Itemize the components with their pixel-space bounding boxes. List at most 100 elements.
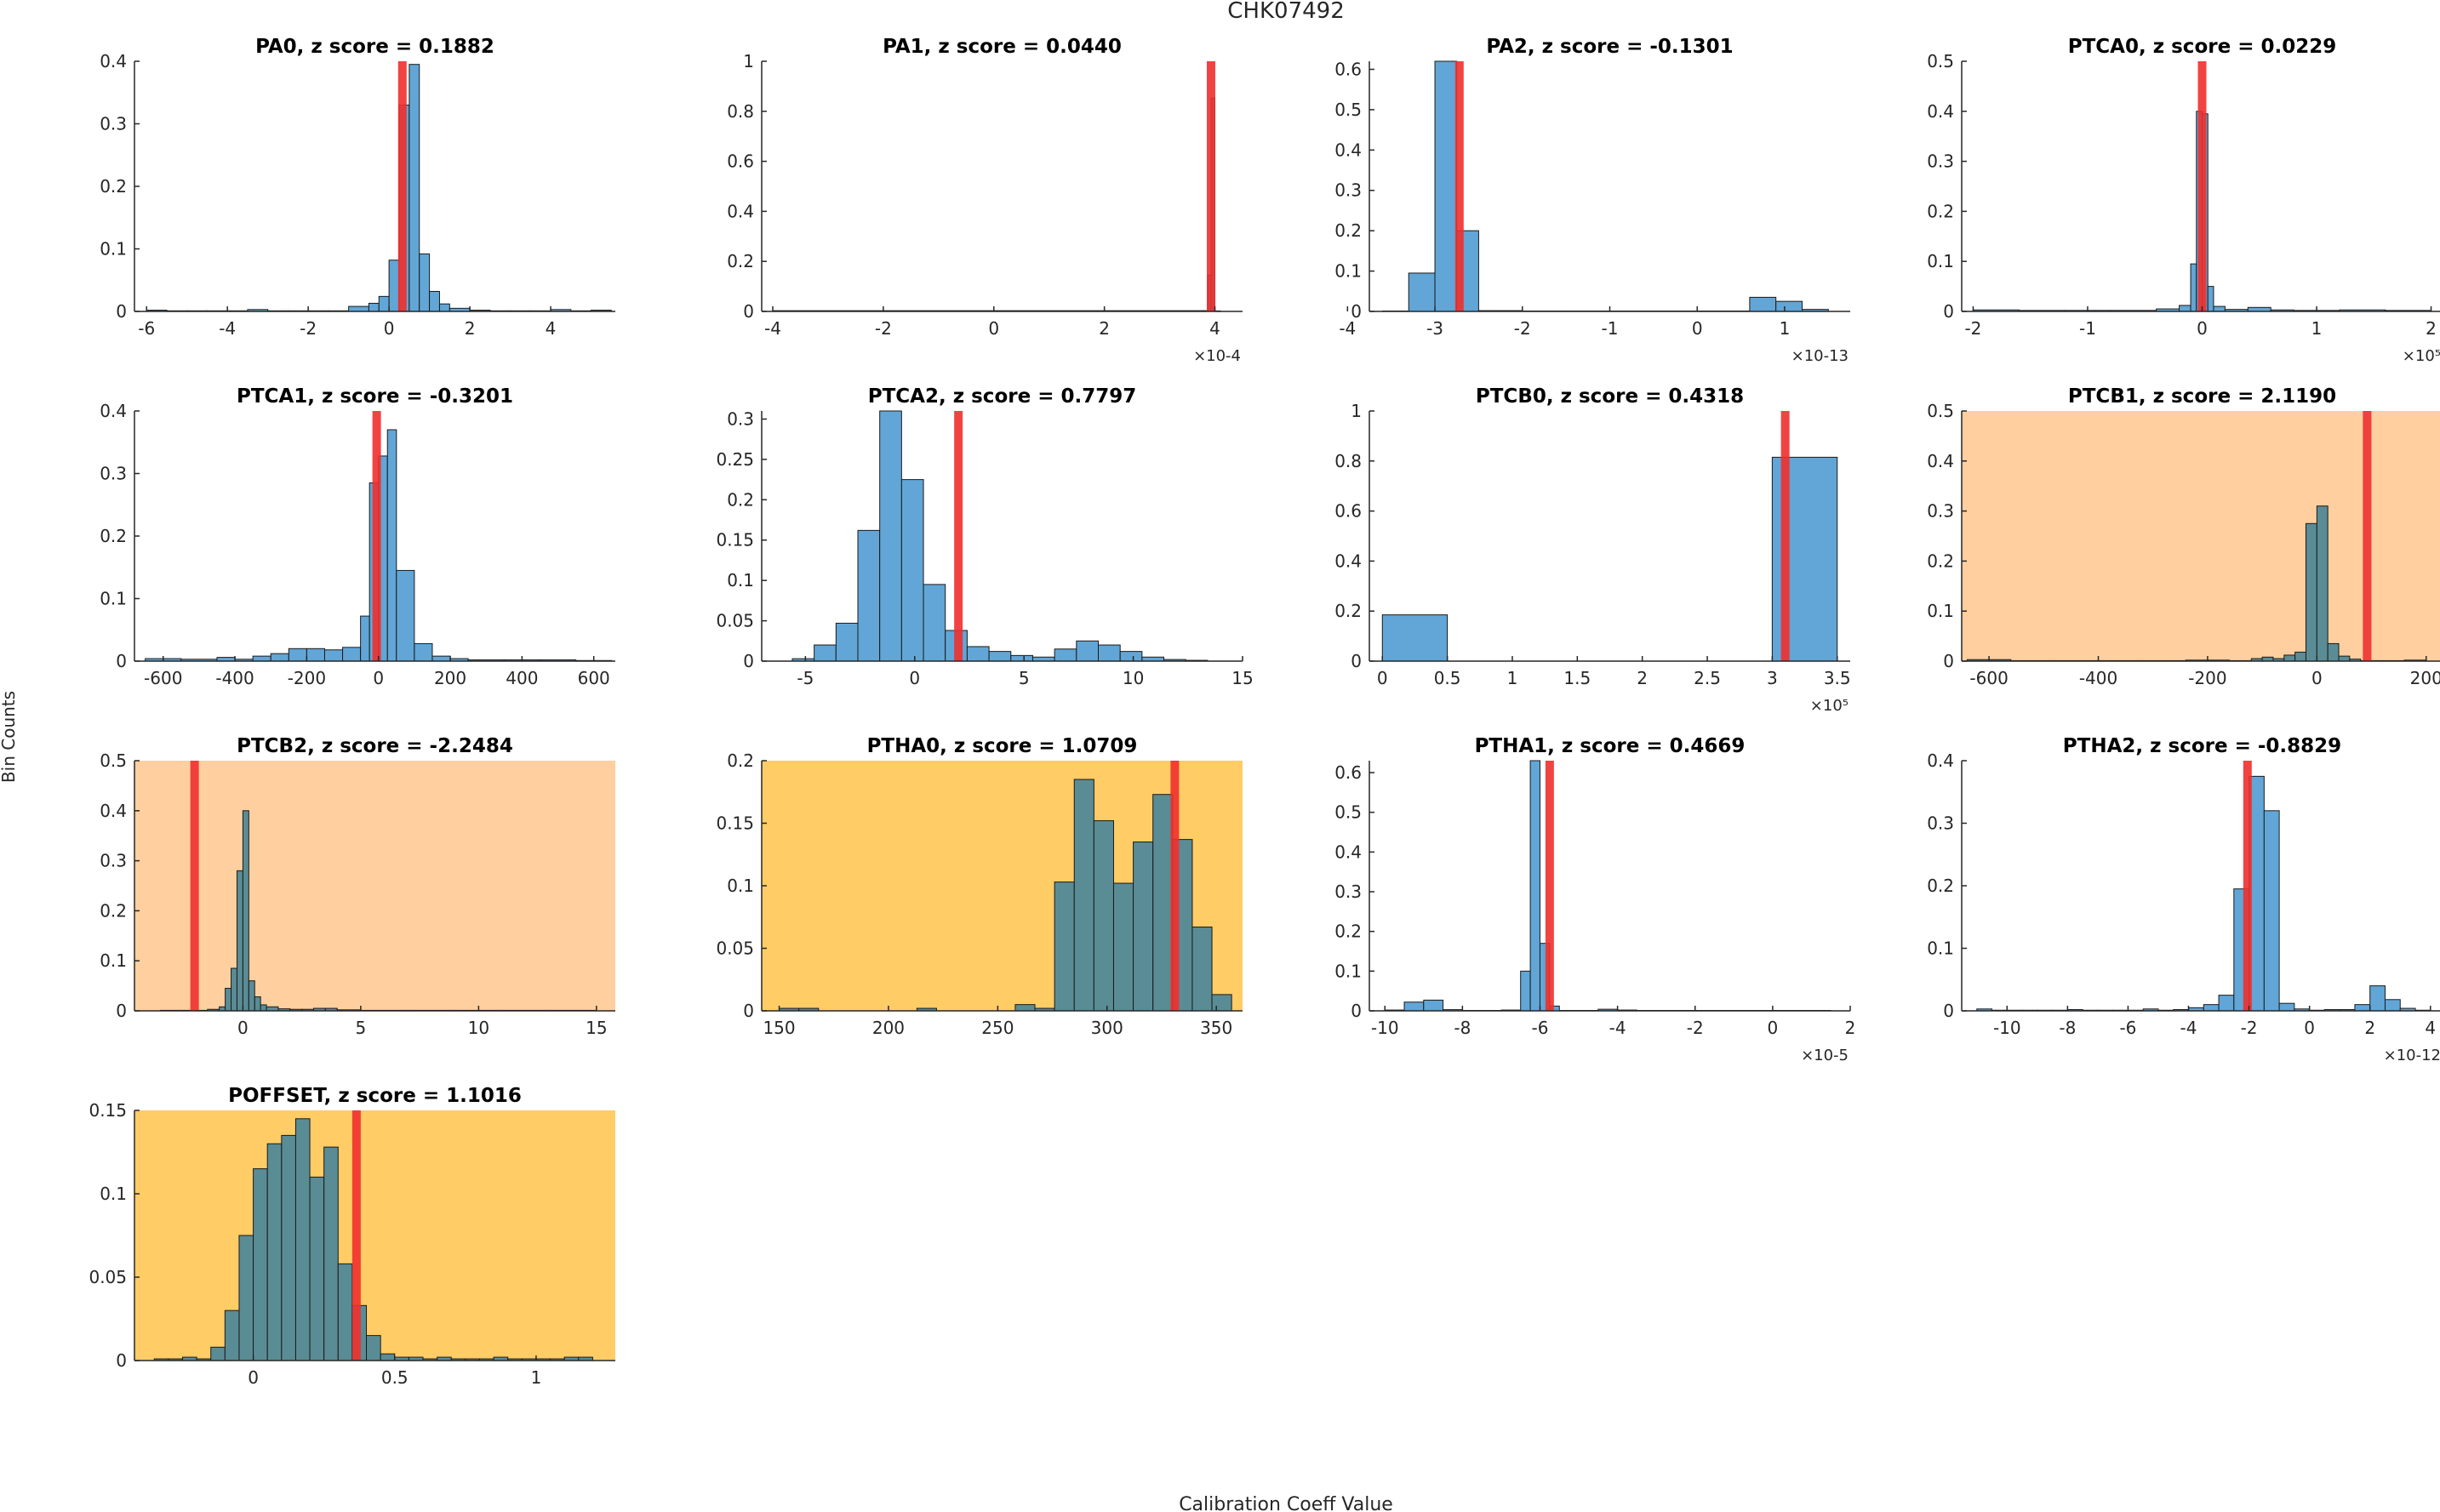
y-tick-label: 0.4 bbox=[1334, 140, 1362, 160]
histogram-bar bbox=[2207, 286, 2214, 312]
panel-title: PTHA2, z score = -0.8829 bbox=[2063, 735, 2341, 757]
y-tick-label: 0.2 bbox=[727, 251, 754, 271]
x-tick-label: 2 bbox=[1845, 1018, 1856, 1038]
histogram-bar bbox=[242, 810, 249, 1012]
histogram-panel: PA1, z score = 0.0440 0 0.2 0.4 0.6 0.8 1 -4 -2 0… bbox=[727, 36, 1243, 365]
x-tick-label: 0 bbox=[384, 318, 395, 339]
x-tick-label: -6 bbox=[2119, 1018, 2136, 1038]
histogram-bar bbox=[2190, 263, 2197, 312]
y-tick-label: 0.3 bbox=[1927, 501, 1954, 522]
plot-background bbox=[134, 1110, 615, 1361]
y-tick-label: 0.3 bbox=[100, 114, 127, 134]
y-tick-label: 1 bbox=[743, 51, 754, 71]
x-tick-label: -4 bbox=[1339, 318, 1356, 339]
x-tick-label: -1 bbox=[2079, 318, 2096, 339]
x-tick-label: 0 bbox=[2311, 668, 2323, 688]
y-tick-label: 0.4 bbox=[1927, 451, 1954, 471]
histogram-bar bbox=[1098, 644, 1121, 662]
histogram-bar bbox=[368, 302, 380, 312]
histogram-bar bbox=[396, 569, 415, 662]
panel-title: PTCA1, z score = -0.3201 bbox=[237, 385, 513, 408]
y-tick-label: 0.1 bbox=[727, 876, 754, 896]
figure-ylabel: Bin Counts bbox=[0, 691, 19, 783]
y-tick-label: 0.3 bbox=[1334, 882, 1362, 902]
histogram-bar bbox=[248, 980, 255, 1012]
y-tick-label: 0.3 bbox=[1334, 180, 1362, 201]
x-tick-label: 4 bbox=[546, 318, 557, 339]
bars bbox=[791, 410, 1209, 662]
y-tick-label: 0.05 bbox=[716, 611, 754, 631]
current-value-marker bbox=[351, 1110, 361, 1361]
y-tick-label: 0.3 bbox=[1927, 813, 1954, 834]
histogram-bar bbox=[2283, 654, 2296, 662]
y-tick-label: 0.1 bbox=[100, 589, 127, 609]
histogram-bar bbox=[2263, 810, 2280, 1012]
histogram-bar bbox=[1014, 1004, 1036, 1012]
y-tick-label: 0.05 bbox=[89, 1267, 127, 1287]
x-tick-label: 250 bbox=[981, 1018, 1014, 1038]
y-tick-label: 0.15 bbox=[716, 813, 754, 834]
histogram-bar bbox=[1152, 794, 1174, 1012]
histogram-bar bbox=[419, 253, 431, 312]
y-tick-label: 0.1 bbox=[1334, 961, 1362, 981]
x-tick-label: -8 bbox=[2059, 1018, 2076, 1038]
y-tick-label: 0.4 bbox=[100, 401, 127, 421]
histogram-bar bbox=[2316, 505, 2329, 662]
y-tick-label: 0 bbox=[1351, 301, 1362, 322]
histogram-bar bbox=[386, 429, 397, 662]
panel-title: PA0, z score = 0.1882 bbox=[255, 36, 494, 58]
x-tick-label: 4 bbox=[2425, 1018, 2436, 1038]
histogram-bar bbox=[225, 988, 232, 1012]
x-tick-label: 10 bbox=[1123, 668, 1144, 688]
histogram-bar bbox=[429, 290, 440, 312]
histogram-panel: PTHA0, z score = 1.0709 0 0.05 0.1 0.15 0.2 15… bbox=[716, 735, 1243, 1038]
histogram-bar bbox=[252, 655, 271, 662]
x-tick-label: -8 bbox=[1454, 1018, 1471, 1038]
x-tick-label: 2 bbox=[2426, 318, 2437, 339]
y-tick-label: 0.15 bbox=[716, 530, 754, 551]
histogram-bar bbox=[342, 647, 362, 662]
x-tick-label: 600 bbox=[578, 668, 610, 688]
x-tick-label: 3 bbox=[1767, 668, 1778, 688]
histogram-bar bbox=[414, 642, 433, 662]
y-tick-label: 0 bbox=[743, 1001, 754, 1021]
y-tick-label: 0.1 bbox=[1927, 251, 1954, 271]
y-tick-label: 0 bbox=[1943, 301, 1954, 322]
histogram-panel: PA0, z score = 0.1882 0 0.1 0.2 0.3 0.4 -6 -4 -2… bbox=[100, 36, 615, 339]
x-tick-label: 0 bbox=[248, 1367, 259, 1388]
histogram-bar bbox=[210, 1346, 226, 1361]
y-tick-label: 0.3 bbox=[100, 464, 127, 484]
histogram-bar bbox=[2327, 642, 2340, 662]
y-tick-label: 0.1 bbox=[1927, 601, 1954, 621]
histogram-bar bbox=[2369, 985, 2386, 1012]
y-tick-label: 0.4 bbox=[727, 201, 754, 221]
histogram-panel: PTCA2, z score = 0.7797 0 0.05 0.1 0.15 0.2 0.… bbox=[716, 385, 1253, 688]
panel-title: PTCB1, z score = 2.1190 bbox=[2068, 385, 2336, 408]
x-tick-label: 350 bbox=[1200, 1018, 1232, 1038]
y-tick-label: 0.5 bbox=[1927, 51, 1954, 71]
x-tick-label: 5 bbox=[356, 1018, 367, 1038]
y-tick-label: 0 bbox=[1943, 1001, 1954, 1021]
y-tick-label: 0.15 bbox=[89, 1100, 127, 1121]
y-tick-label: 0.6 bbox=[1334, 501, 1362, 522]
y-tick-label: 0.5 bbox=[1927, 401, 1954, 421]
histogram-bar bbox=[1119, 651, 1143, 662]
panel-title: PA2, z score = -0.1301 bbox=[1486, 36, 1733, 58]
y-tick-label: 0.1 bbox=[100, 239, 127, 260]
current-value-marker bbox=[1206, 61, 1215, 311]
histogram-bar bbox=[2294, 651, 2306, 662]
histogram-bar bbox=[2384, 999, 2401, 1012]
histogram-bar bbox=[900, 479, 924, 662]
y-tick-label: 0.1 bbox=[100, 950, 127, 971]
x-tick-label: 3.5 bbox=[1824, 668, 1851, 688]
y-tick-label: 0 bbox=[743, 301, 754, 322]
x-tick-label: 150 bbox=[763, 1018, 795, 1038]
current-value-marker bbox=[1780, 411, 1790, 661]
x-tick-label: 2 bbox=[1637, 668, 1648, 688]
x-tick-label: -4 bbox=[1609, 1018, 1626, 1038]
y-tick-label: 0 bbox=[1943, 651, 1954, 671]
y-tick-label: 0.5 bbox=[1334, 100, 1362, 120]
x-tick-label: 15 bbox=[1231, 668, 1253, 688]
histogram-bar bbox=[1408, 272, 1436, 312]
histogram-bar bbox=[1211, 994, 1232, 1012]
